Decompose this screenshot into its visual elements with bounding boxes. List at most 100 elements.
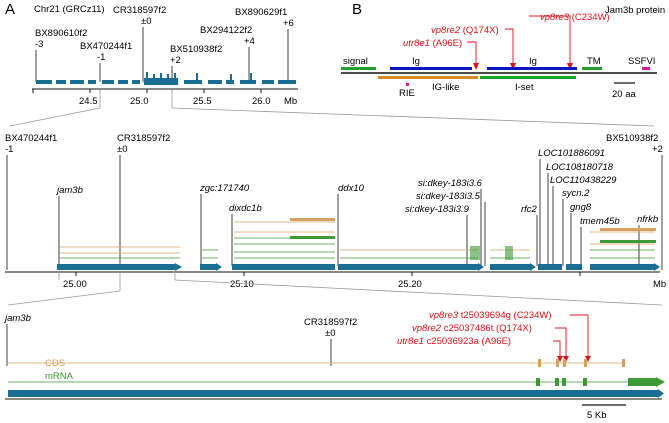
mutation-label: vp8re2 c25037486t (Q174X): [412, 323, 532, 334]
protein-mutations: vp8re3 (C234W) vp8re2 (Q174X) utr8e1 (A9…: [403, 12, 610, 49]
middle-marker-name: BX510938f2: [606, 133, 658, 144]
middle-gene-bar: [57, 263, 660, 271]
top-marker-name: BX470244f1: [80, 41, 132, 52]
gene-block: [208, 80, 222, 84]
mutation-label: utr8e1 c25036923a (A96E): [397, 336, 511, 347]
domain-label: SSFVI: [628, 56, 655, 67]
cds-line: [60, 246, 180, 254]
mutation-label: vp8re3 t25039694g (C234W): [429, 310, 552, 321]
gene-label: jam3b: [55, 185, 83, 196]
gene-tick: [153, 74, 155, 78]
exon: [290, 218, 335, 221]
gene-block: [118, 80, 128, 84]
i-set-region: [480, 76, 576, 79]
tick-label: 24.5: [79, 96, 98, 107]
mutation-allele: utr8e1: [403, 38, 430, 49]
mrna-exon: [583, 378, 587, 386]
top-markers: BX890610f2 -3 BX470244f1 -1 CR318597f2 ±…: [35, 5, 294, 82]
cds-exon: [584, 359, 587, 367]
mrna-line: [202, 249, 218, 259]
domain-label: Ig: [412, 56, 420, 67]
exon: [600, 240, 656, 243]
gene-tick: [167, 74, 169, 78]
gene-tick: [250, 73, 252, 80]
middle-marker-name: CR318597f2: [117, 133, 170, 144]
mutation-arrow: [529, 15, 571, 64]
mutation-label: utr8e1 (A96E): [403, 38, 462, 49]
zoom-guide: [171, 107, 655, 127]
middle-markers: BX470244f1 -1 CR318597f2 ±0 BX510938f2 +…: [5, 133, 663, 270]
gene-block: [278, 80, 296, 84]
gene-block: [184, 80, 202, 84]
domain-label: Ig: [529, 56, 537, 67]
panel-b-label: B: [352, 1, 362, 18]
mutation-change: t25039694g (C234W): [458, 310, 551, 321]
mutation-allele: vp8re3: [429, 310, 459, 321]
ig-domain-2: [487, 67, 577, 70]
protein-domain-labels: signal Ig Ig TM SSFVI: [343, 56, 655, 67]
mutation-allele: vp8re3: [540, 12, 570, 23]
tick-label: 25.00: [63, 279, 87, 290]
mrna-arrow-head: [656, 377, 665, 387]
mutation-allele: vp8re2: [412, 323, 442, 334]
top-marker-name: BX294122f2: [200, 25, 252, 36]
mutation-allele: vp8re2: [431, 25, 461, 36]
gene-label: si:dkey-183i3.5: [416, 191, 481, 202]
gene-label: LOC108180718: [546, 162, 614, 173]
gene-block: [102, 80, 114, 84]
tm-domain: [582, 67, 602, 70]
mrna-line: [590, 249, 655, 259]
mutation-change: c25036923a (A96E): [424, 336, 511, 347]
exon: [600, 228, 656, 231]
bottom-marker-delta: ±0: [325, 328, 336, 339]
gene-block: [132, 80, 140, 84]
top-gene-track: [36, 72, 296, 85]
gene-arrow: [490, 264, 530, 270]
mrna-exon: [562, 378, 566, 386]
gene-arrow-head: [216, 263, 222, 271]
mutation-change: c25037486t (Q174X): [441, 323, 532, 334]
bottom-cds-track: [8, 359, 626, 367]
signal-peptide: [341, 67, 376, 70]
tick-label: 25.10: [230, 279, 254, 290]
region-label: RIE: [399, 88, 415, 99]
top-marker-name: BX510938f2: [170, 44, 222, 55]
protein-mutation-arrows: [467, 15, 571, 64]
cds-exon: [556, 359, 559, 367]
tick-label: 25.0: [130, 96, 149, 107]
cds-track-label: CDS: [45, 358, 65, 369]
gene-arrow-head: [530, 263, 536, 271]
exon: [470, 246, 480, 260]
gene-label: sycn.2: [562, 188, 590, 199]
gene-arrow: [232, 264, 335, 270]
arrowhead: [567, 63, 573, 70]
mrna-exon: [628, 378, 656, 386]
zoom-guide: [9, 107, 101, 127]
gene-label: tmem45b: [580, 216, 620, 227]
gene-block: [70, 80, 84, 84]
exon: [505, 246, 513, 260]
gene-label: LOC110438229: [550, 175, 617, 186]
gene-tick: [174, 73, 176, 78]
bottom-gene-bar-head: [658, 389, 664, 398]
gene-label: zgc:171740: [199, 183, 250, 194]
middle-transcripts: [60, 221, 655, 259]
gene-arrow: [538, 264, 562, 270]
ssfvi-motif: [642, 67, 650, 70]
gene-block: [56, 80, 66, 84]
middle-marker-name: BX470244f1: [5, 133, 57, 144]
top-marker-delta: ±0: [141, 16, 152, 27]
cds-line: [590, 231, 655, 245]
gene-label: si:dkey-183i3.9: [405, 204, 470, 215]
gene-arrow: [200, 264, 216, 270]
bottom-mrna-track: [8, 377, 665, 387]
axis-unit: Mb: [284, 96, 297, 107]
tick-label: 25.20: [398, 279, 422, 290]
gene-block: [262, 80, 274, 84]
gene-label: gng8: [570, 202, 592, 213]
top-marker-name: CR318597f2: [113, 5, 166, 16]
protein-region-labels: RIE IG-like I-set: [399, 82, 534, 99]
middle-exons: [290, 218, 656, 260]
middle-marker-delta: +2: [652, 144, 663, 155]
mutation-arrow: [467, 41, 477, 64]
